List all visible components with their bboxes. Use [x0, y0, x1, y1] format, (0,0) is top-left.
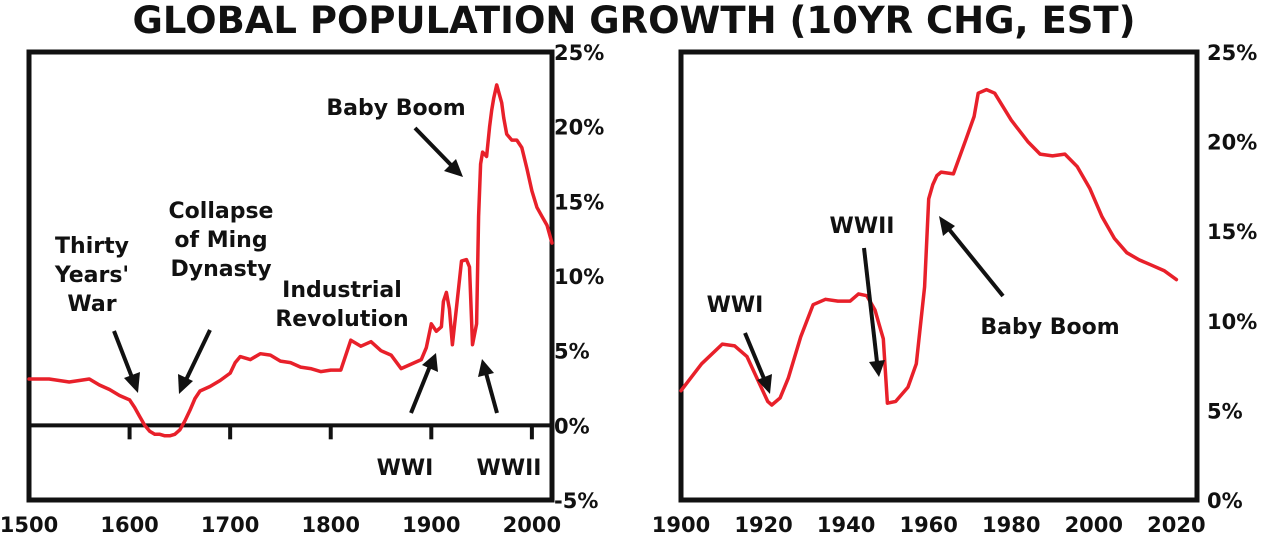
annotation-baby-boom-right: Baby Boom [980, 315, 1119, 340]
arrow-wwi-left [409, 353, 438, 414]
left-panel: 1500 1600 1700 1800 1900 2000 -5% 0% 5% 10% 15% 20… [0, 41, 604, 537]
left-x-tick-label: 1900 [402, 513, 460, 537]
arrow-wwi-right [743, 332, 772, 394]
annotation-wwi-right: WWI [707, 293, 764, 318]
right-series-line [679, 87, 1179, 407]
annotation-industrial-line1: Industrial [282, 278, 402, 303]
right-y-tick-label: 15% [1207, 220, 1257, 244]
right-x-tick-label: 2000 [1065, 513, 1123, 537]
left-x-tick-label: 1800 [302, 513, 360, 537]
annotation-industrial-line2: Revolution [275, 307, 408, 332]
right-x-tick-label: 1940 [817, 513, 875, 537]
left-series-line [27, 83, 554, 438]
left-x-tick-label: 2000 [503, 513, 561, 537]
left-y-tick-label: 25% [554, 41, 604, 65]
left-zero-tick-marks [127, 425, 534, 440]
left-x-tick-label: 1500 [0, 513, 58, 537]
right-plot-frame [678, 49, 1200, 503]
left-y-tick-label: -5% [554, 489, 598, 513]
right-x-ticks: 1900 1920 1940 1960 1980 2000 2020 [652, 513, 1206, 537]
right-x-tick-label: 1960 [899, 513, 957, 537]
annotation-ming-line3: Dynasty [170, 257, 271, 282]
left-y-tick-label: 10% [554, 265, 604, 289]
left-x-tick-label: 1600 [100, 513, 158, 537]
right-x-tick-label: 2020 [1147, 513, 1205, 537]
right-y-tick-label: 5% [1207, 399, 1243, 423]
left-x-ticks: 1500 1600 1700 1800 1900 2000 [0, 513, 561, 537]
annotation-thirty-years-war-line3: War [67, 292, 116, 317]
annotation-wwii-right: WWII [830, 214, 895, 239]
right-x-tick-label: 1900 [652, 513, 710, 537]
arrow-thirty-years-war [112, 330, 140, 393]
right-y-tick-label: 25% [1207, 41, 1257, 65]
annotation-wwii-left: WWII [477, 456, 542, 481]
arrow-baby-boom-left [413, 126, 463, 177]
chart-title: GLOBAL POPULATION GROWTH (10YR CHG, EST) [132, 0, 1135, 42]
annotation-baby-boom-left: Baby Boom [326, 96, 465, 121]
right-y-tick-label: 10% [1207, 310, 1257, 334]
left-y-tick-label: 20% [554, 116, 604, 140]
left-x-tick-label: 1700 [201, 513, 259, 537]
right-x-tick-label: 1980 [982, 513, 1040, 537]
right-panel: 1900 1920 1940 1960 1980 2000 2020 0% 5% 10% 15% 2… [652, 41, 1257, 537]
annotation-wwi-left: WWI [377, 456, 434, 481]
arrow-wwii-right [862, 247, 885, 377]
left-y-ticks: -5% 0% 5% 10% 15% 20% 25% [554, 41, 604, 513]
right-x-tick-label: 1920 [734, 513, 792, 537]
arrow-baby-boom-right [939, 216, 1005, 298]
right-y-tick-label: 0% [1207, 489, 1243, 513]
annotation-ming-line2: of Ming [174, 228, 267, 253]
left-y-tick-label: 0% [554, 414, 590, 438]
left-plot-frame [26, 49, 555, 503]
right-y-tick-label: 20% [1207, 131, 1257, 155]
right-y-ticks: 0% 5% 10% 15% 20% 25% [1207, 41, 1257, 513]
arrow-ming [178, 329, 212, 394]
annotation-ming-line1: Collapse [169, 199, 274, 224]
left-y-tick-label: 15% [554, 190, 604, 214]
left-y-tick-label: 5% [554, 340, 590, 364]
annotation-thirty-years-war-line1: Thirty [55, 234, 129, 259]
arrow-wwii-left [478, 359, 499, 414]
annotation-thirty-years-war-line2: Years' [54, 263, 129, 288]
